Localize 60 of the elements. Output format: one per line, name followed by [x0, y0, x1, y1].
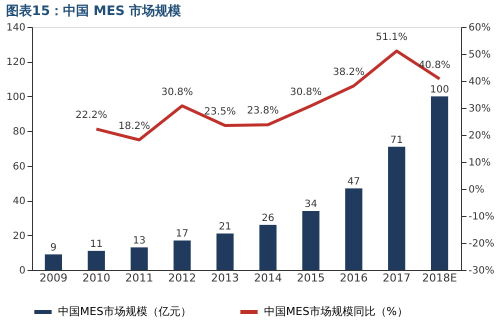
y-tick-label: 0 [19, 266, 26, 276]
bar [174, 240, 191, 270]
data-label: 9 [50, 242, 57, 254]
y2-tick-label: 30% [468, 104, 491, 114]
data-label: 23.5% [204, 106, 236, 118]
x-tick-label: 2010 [82, 272, 110, 284]
y2-tick-label: 0% [468, 184, 484, 196]
x-tick-label: 2011 [125, 272, 154, 284]
data-label: 23.8% [247, 106, 279, 117]
data-label: 51.1% [376, 32, 408, 44]
data-label: 100 [430, 84, 450, 96]
bar [430, 96, 448, 270]
y-tick-label: 100 [6, 92, 26, 103]
y-tick-label: 140 [6, 22, 26, 34]
bar [302, 210, 320, 270]
data-label: 38.2% [332, 66, 365, 78]
data-label: 71 [390, 134, 404, 146]
data-label: 17 [176, 228, 189, 240]
data-label: 30.8% [290, 86, 322, 98]
bar [259, 224, 277, 270]
data-label: 18.2% [118, 120, 150, 132]
x-tick-label: 2014 [254, 272, 282, 284]
data-label: 30.8% [161, 86, 194, 98]
y2-tick-label: -20% [468, 238, 494, 250]
legend-label: 中国MES市场规模同比（%） [264, 305, 408, 318]
x-tick-label: 2018E [422, 272, 458, 284]
legend-label: 中国MES市场规模（亿元） [58, 305, 192, 318]
y-tick-label: 80 [12, 126, 26, 138]
data-label: 22.2% [75, 110, 108, 122]
chart-title: 图表15：中国 MES 市场规模 [6, 3, 182, 19]
bar [388, 146, 406, 270]
y-tick-label: 120 [6, 57, 26, 68]
data-label: 47 [347, 176, 360, 188]
bar [130, 247, 148, 270]
x-tick-label: 2013 [211, 272, 240, 284]
y2-tick-label: 50% [468, 50, 491, 60]
data-label: 40.8% [418, 60, 450, 71]
bar [345, 188, 362, 270]
bar [44, 254, 62, 270]
y-tick-label: 40 [12, 196, 26, 208]
y2-tick-label: 60% [468, 22, 491, 34]
x-tick-label: 2012 [168, 272, 196, 284]
bar [216, 234, 234, 270]
x-tick-label: 2016 [340, 272, 368, 284]
x-tick-label: 2015 [296, 272, 325, 284]
x-tick-label: 2009 [39, 272, 68, 284]
y2-tick-label: -30% [468, 266, 494, 276]
y2-tick-label: 20% [468, 130, 491, 142]
x-tick-label: 2017 [382, 272, 411, 284]
data-label: 21 [218, 222, 232, 233]
data-label: 11 [90, 238, 103, 250]
data-label: 13 [132, 235, 146, 246]
y-tick-label: 60 [12, 161, 26, 172]
data-label: 26 [262, 212, 274, 224]
y-tick-label: 20 [12, 230, 26, 242]
bar [88, 250, 105, 270]
y2-tick-label: -10% [468, 212, 494, 222]
y2-tick-label: 40% [468, 76, 491, 88]
y2-tick-label: 10% [468, 158, 491, 168]
data-label: 34 [304, 198, 318, 210]
